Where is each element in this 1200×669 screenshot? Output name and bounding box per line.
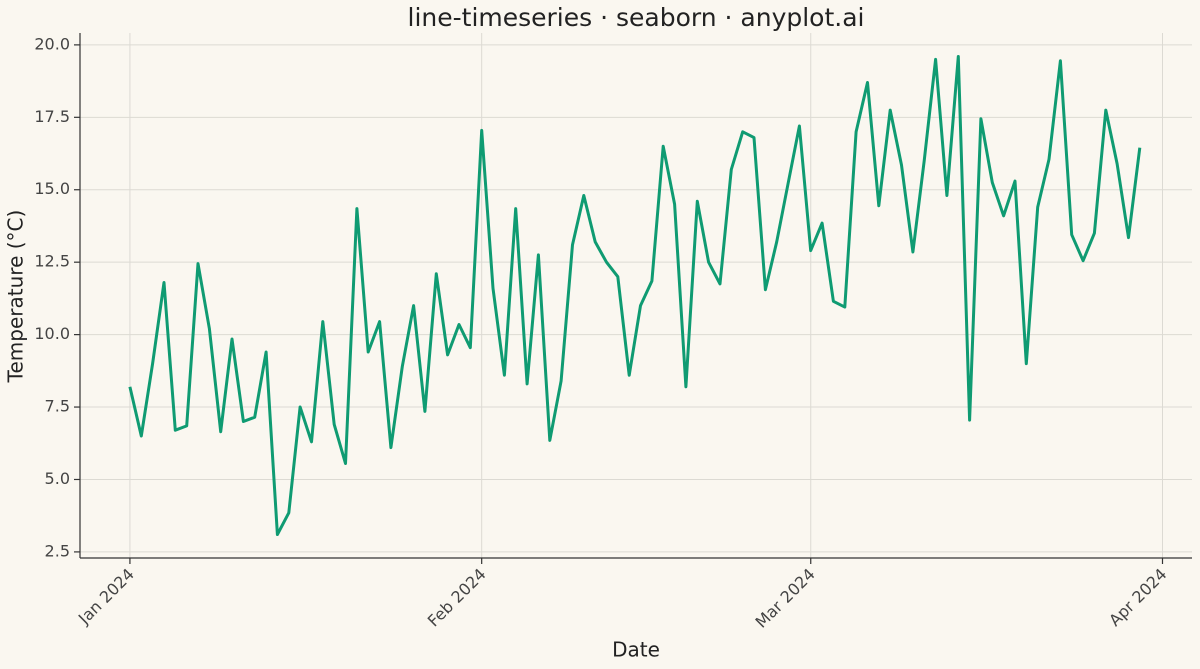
x-axis-label: Date bbox=[612, 638, 660, 662]
x-tick-label: Mar 2024 bbox=[752, 565, 819, 632]
y-tick-label: 17.5 bbox=[34, 107, 70, 126]
y-tick-label: 2.5 bbox=[45, 541, 70, 560]
y-tick-label: 10.0 bbox=[34, 324, 70, 343]
y-tick-label: 7.5 bbox=[45, 397, 70, 416]
data-line bbox=[128, 55, 1142, 536]
y-tick-label: 15.0 bbox=[34, 179, 70, 198]
x-tick-label: Feb 2024 bbox=[424, 565, 490, 631]
x-tick-label: Apr 2024 bbox=[1105, 565, 1170, 630]
chart-title: line-timeseries · seaborn · anyplot.ai bbox=[408, 3, 865, 32]
y-tick-label: 12.5 bbox=[34, 252, 70, 271]
x-tick-label: Jan 2024 bbox=[74, 565, 138, 629]
y-axis-label: Temperature (°C) bbox=[4, 210, 28, 384]
y-tick-label: 20.0 bbox=[34, 34, 70, 53]
y-tick-label: 5.0 bbox=[45, 469, 70, 488]
